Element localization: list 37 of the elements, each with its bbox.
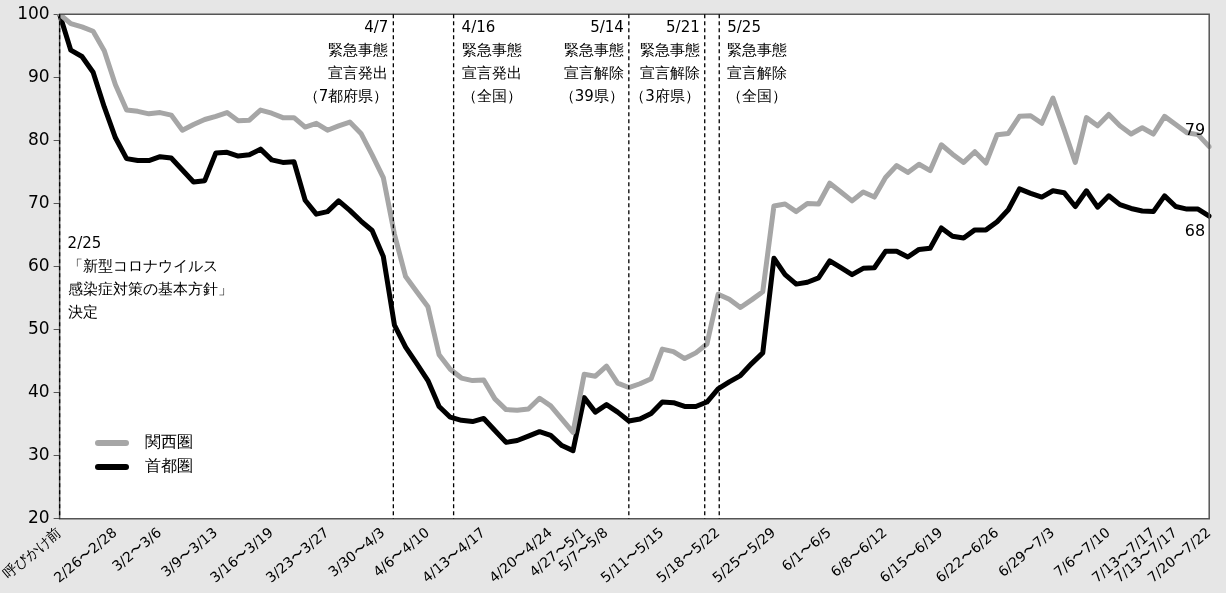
data-label: 79	[1184, 119, 1206, 139]
y-tick-label: 40	[27, 381, 50, 402]
y-tick-label: 100	[17, 2, 50, 23]
y-tick-label: 50	[27, 317, 50, 338]
annotation: （3府県）	[630, 86, 700, 105]
annotation: （全国）	[727, 86, 788, 105]
annotation: 4/16	[461, 17, 496, 36]
annotation: （全国）	[461, 86, 522, 105]
annotation: 4/7	[364, 17, 389, 36]
annotation: 緊急事態	[727, 40, 788, 59]
annotation: 宣言発出	[328, 63, 389, 82]
annotation: 5/14	[590, 17, 624, 36]
annotation: （7都府県）	[303, 86, 389, 105]
y-tick-label: 80	[27, 128, 50, 149]
legend-label: 首都圏	[144, 456, 193, 478]
annotation: 2/25	[67, 234, 102, 253]
annotation: 宣言解除	[727, 63, 788, 82]
annotation: 宣言解除	[563, 63, 624, 82]
data-label: 68	[1184, 221, 1206, 241]
y-tick-label: 30	[27, 444, 50, 465]
annotation: 決定	[67, 303, 98, 322]
y-tick-label: 60	[27, 254, 50, 275]
annotation: 緊急事態	[639, 40, 700, 59]
annotation: 緊急事態	[461, 40, 522, 59]
annotation: （39県）	[559, 86, 624, 105]
annotation: 宣言発出	[461, 63, 522, 82]
y-tick-label: 90	[27, 65, 50, 86]
annotation: 5/25	[727, 17, 761, 36]
annotation: 宣言解除	[639, 63, 700, 82]
legend-label: 関西圏	[144, 432, 193, 454]
annotation: 緊急事態	[563, 40, 624, 59]
annotation: 緊急事態	[328, 40, 389, 59]
annotation: 「新型コロナウイルス	[67, 257, 218, 276]
annotation: 感染症対策の基本方針」	[67, 280, 233, 299]
annotation: 5/21	[666, 17, 700, 36]
y-tick-label: 20	[27, 507, 50, 528]
y-tick-label: 70	[27, 191, 50, 212]
